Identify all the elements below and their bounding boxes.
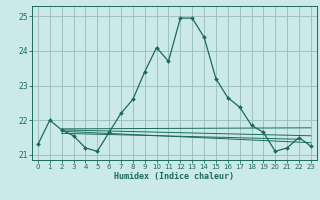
X-axis label: Humidex (Indice chaleur): Humidex (Indice chaleur) <box>115 172 234 181</box>
